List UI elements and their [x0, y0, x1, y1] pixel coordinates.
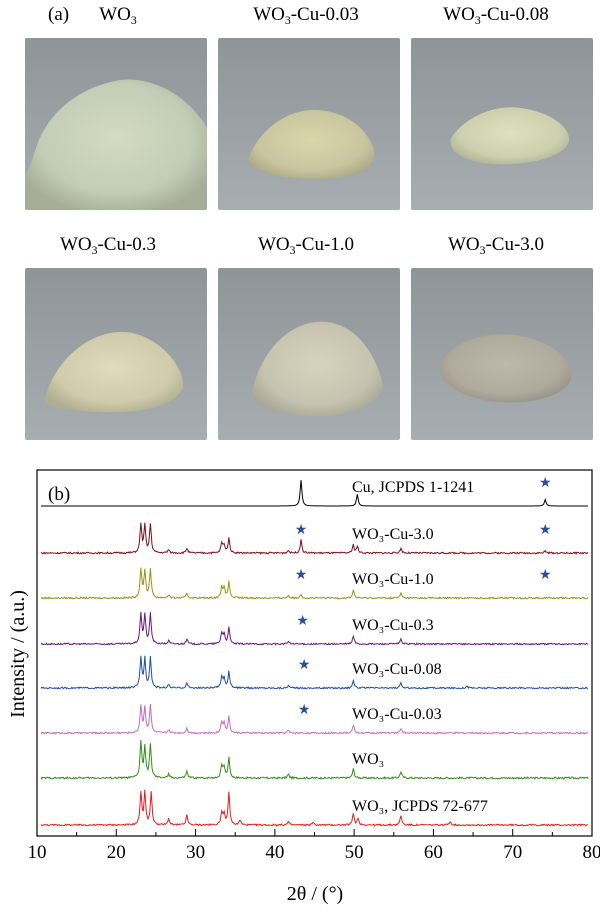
- cu-peak-star-icon: ★: [295, 523, 308, 538]
- series-label: Cu, JCPDS 1-1241: [352, 479, 474, 496]
- x-tick-label: 10: [28, 842, 47, 863]
- xrd-trace: [40, 655, 589, 690]
- sample-label-sub: 3: [479, 244, 486, 258]
- sample-label: WO3-Cu-3.0: [447, 234, 545, 258]
- sample-label-sub: 3: [91, 244, 98, 258]
- xrd-trace: [40, 740, 589, 780]
- xrd-trace: [40, 703, 589, 735]
- xrd-trace: [40, 522, 589, 555]
- xrd-trace: [40, 567, 589, 600]
- sample-label-sub: 3: [130, 14, 137, 28]
- x-tick-label: 40: [265, 842, 284, 863]
- x-tick-label: 60: [424, 842, 443, 863]
- sample-photo: [218, 268, 400, 440]
- sample-photo: [25, 268, 207, 440]
- xrd-trace: [40, 479, 589, 507]
- sample-label-main: WO: [447, 234, 480, 255]
- sample-photo: [411, 38, 593, 210]
- xrd-trace: [40, 611, 589, 646]
- series-label: WO₃: [352, 751, 384, 768]
- sample-label-rest: -Cu-0.08: [480, 4, 549, 25]
- y-axis-label: Intensity / (a.u.): [7, 590, 29, 718]
- cu-peak-star-icon: ★: [539, 476, 552, 491]
- x-tick-label: 50: [345, 842, 364, 863]
- cu-peak-star-icon: ★: [298, 658, 311, 673]
- plot-frame: [36, 469, 593, 837]
- xrd-chart: (b) Cu, JCPDS 1-1241 ★ WO₃-Cu-3.0 ★ ★ WO₃-Cu-…: [7, 469, 600, 905]
- sample-label-rest: -Cu-1.0: [295, 234, 355, 255]
- x-axis: 10 20 30 40 50 60 70 80: [28, 829, 600, 863]
- sample-photo: [25, 38, 207, 210]
- series-label: WO₃-Cu-0.03: [352, 706, 442, 723]
- sample-label-main: WO: [257, 234, 290, 255]
- cu-peak-star-icon: ★: [539, 523, 552, 538]
- x-tick-label: 20: [107, 842, 126, 863]
- x-tick-label: 30: [186, 842, 205, 863]
- xrd-trace: [40, 789, 589, 827]
- sample-label-sub: 3: [474, 14, 481, 28]
- cu-peak-star-icon: ★: [298, 703, 311, 718]
- sample-label-main: WO: [99, 4, 131, 25]
- sample-label-main: WO: [443, 4, 475, 25]
- series-label: WO₃-Cu-0.08: [352, 661, 442, 678]
- sample-label-sub: 3: [289, 244, 296, 258]
- series-label: WO₃-Cu-3.0: [352, 526, 434, 543]
- sample-label-sub: 3: [284, 14, 291, 28]
- sample-photo: [411, 268, 593, 440]
- series-label: WO₃-Cu-1.0: [352, 571, 434, 588]
- sample-label-rest: -Cu-0.3: [97, 234, 157, 255]
- series-label: WO₃, JCPDS 72-677: [352, 798, 488, 815]
- sample-label-main: WO: [59, 234, 92, 255]
- sample-label-rest: -Cu-3.0: [485, 234, 545, 255]
- cu-peak-star-icon: ★: [295, 568, 308, 583]
- series-label: WO₃-Cu-0.3: [352, 617, 434, 634]
- xrd-traces: Cu, JCPDS 1-1241 ★ WO₃-Cu-3.0 ★ ★ WO₃-Cu-1.0 ★…: [40, 476, 589, 827]
- panel-b-label: (b): [48, 484, 70, 505]
- x-tick-label: 80: [583, 842, 600, 863]
- sample-label-rest: -Cu-0.03: [290, 4, 359, 25]
- sample-label: WO3-Cu-0.08: [443, 4, 549, 28]
- sample-label: WO3-Cu-1.0: [257, 234, 355, 258]
- x-axis-label: 2θ / (°): [287, 883, 343, 905]
- sample-label: WO3-Cu-0.3: [59, 234, 157, 258]
- x-tick-label: 70: [503, 842, 522, 863]
- sample-photo: [218, 38, 400, 210]
- panel-a-label: (a): [48, 4, 70, 25]
- sample-label-main: WO: [253, 4, 285, 25]
- cu-peak-star-icon: ★: [296, 614, 309, 629]
- sample-label: WO3: [99, 4, 137, 28]
- cu-peak-star-icon: ★: [539, 568, 552, 583]
- sample-label: WO3-Cu-0.03: [253, 4, 359, 28]
